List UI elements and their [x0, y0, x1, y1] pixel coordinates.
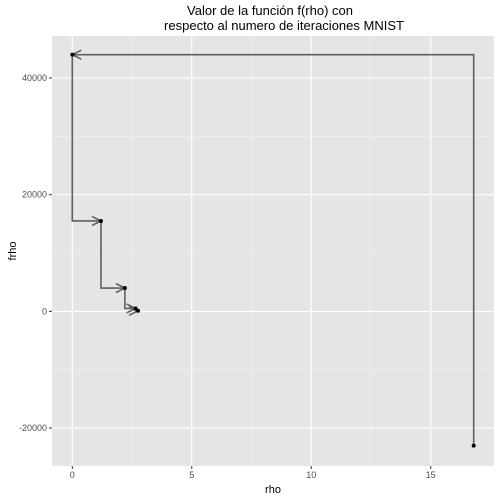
grid-major	[52, 36, 494, 466]
chart-title-line-2: respecto al numero de iteraciones MNIST	[164, 18, 404, 33]
arrow-segment	[72, 53, 475, 446]
y-axis-ticks: -20000 0 20000 40000	[19, 73, 52, 433]
plot-panel	[52, 36, 494, 466]
grid-minor	[52, 36, 494, 466]
y-tick-label: 40000	[22, 73, 47, 83]
x-tick-label: 15	[426, 470, 436, 480]
data-point	[98, 218, 103, 223]
y-tick-label: 0	[42, 306, 47, 316]
y-tick-label: 20000	[22, 190, 47, 200]
data-points	[70, 52, 476, 448]
data-point	[471, 443, 476, 448]
y-axis-title: frho	[7, 242, 19, 261]
chart-title-line-1: Valor de la función f(rho) con	[187, 3, 353, 18]
panel-background	[52, 36, 494, 466]
arrow-segment	[71, 54, 101, 222]
x-tick-label: 10	[306, 470, 316, 480]
arrow-segment	[100, 220, 125, 289]
x-axis-title: rho	[265, 484, 281, 496]
x-axis-ticks: 0 5 10 15	[70, 466, 436, 480]
data-point	[122, 286, 127, 291]
data-point	[70, 52, 75, 57]
x-tick-label: 5	[189, 470, 194, 480]
y-tick-label: -20000	[19, 423, 47, 433]
data-point	[136, 308, 141, 313]
x-tick-label: 0	[70, 470, 75, 480]
